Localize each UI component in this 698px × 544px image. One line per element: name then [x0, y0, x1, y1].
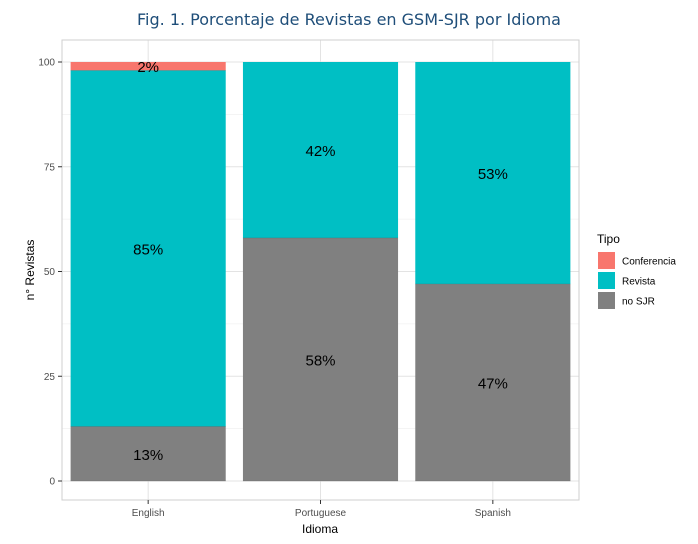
bar-segment [415, 62, 571, 285]
y-tick-label: 50 [44, 267, 56, 278]
legend-key [598, 252, 615, 269]
legend-label: Conferencia [622, 257, 676, 268]
bar-value-label: 2% [137, 59, 159, 76]
bar-segment [242, 237, 399, 481]
x-axis-title: Idioma [302, 522, 338, 536]
bar-segment [70, 62, 226, 71]
x-tick-label: Spanish [475, 508, 511, 519]
bar-value-label: 13% [133, 447, 163, 464]
bar-value-label: 42% [305, 143, 335, 160]
y-tick-label: 100 [38, 58, 55, 69]
bar-segment [242, 62, 399, 238]
bar-value-label: 85% [133, 241, 163, 258]
legend: Tipo Conferencia Revista no SJR [597, 232, 676, 309]
legend-key [598, 292, 615, 309]
bar-segment [70, 426, 226, 481]
bars [70, 62, 571, 482]
legend-label: no SJR [622, 297, 655, 308]
legend-label: Revista [622, 277, 656, 288]
x-axis-ticks: English Portuguese Spanish [132, 500, 511, 519]
y-tick-label: 25 [44, 372, 56, 383]
bar-value-label: 58% [305, 352, 335, 369]
y-axis-ticks: 0 25 50 75 100 [38, 58, 62, 488]
x-tick-label: Portuguese [295, 508, 347, 519]
chart-title: Fig. 1. Porcentaje de Revistas en GSM-SJ… [137, 10, 561, 29]
legend-key [598, 272, 615, 289]
y-tick-label: 0 [49, 477, 55, 488]
y-tick-label: 75 [44, 162, 56, 173]
bar-segment [70, 70, 226, 427]
x-tick-label: English [132, 508, 165, 519]
y-axis-title: n° Revistas [23, 240, 37, 301]
bar-segment [415, 284, 571, 481]
bar-value-label: 53% [478, 166, 508, 183]
legend-title: Tipo [597, 232, 620, 246]
bar-value-label: 47% [478, 376, 508, 393]
bar-labels: 13% 85% 2% 58% 42% 47% 53% [133, 59, 508, 464]
